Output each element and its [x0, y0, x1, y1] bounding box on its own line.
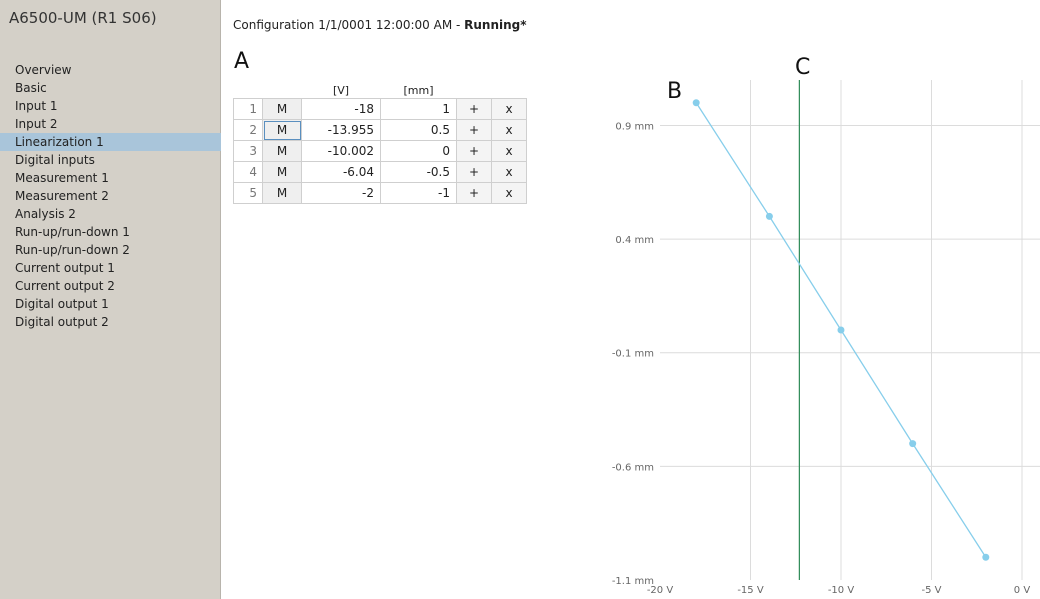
y-tick-label: -1.1 mm [612, 576, 654, 587]
sidebar-item-overview[interactable]: Overview [15, 63, 72, 77]
row-index: 5 [233, 182, 263, 204]
measure-button[interactable]: M [262, 161, 302, 183]
add-header [457, 82, 492, 99]
table-row: 2 M -13.955 0.5 + x [233, 119, 527, 141]
device-title: A6500-UM (R1 S06) [9, 9, 157, 27]
y-tick-label: 0.9 mm [615, 121, 654, 132]
add-row-button[interactable]: + [456, 98, 492, 120]
sidebar-item-digital-output-1[interactable]: Digital output 1 [15, 297, 109, 311]
sidebar-item-digital-output-2[interactable]: Digital output 2 [15, 315, 109, 329]
x-tick-label: -15 V [737, 585, 764, 596]
delete-row-button[interactable]: x [491, 119, 527, 141]
linearization-table: [V] [mm] 1 M -18 1 + x 2 M -13.955 0.5 + x 3 M -10.002… [233, 82, 527, 204]
row-index: 1 [233, 98, 263, 120]
add-row-button[interactable]: + [456, 161, 492, 183]
table-row: 4 M -6.04 -0.5 + x [233, 161, 527, 183]
mm-input[interactable]: -0.5 [380, 161, 457, 183]
table-row: 3 M -10.002 0 + x [233, 140, 527, 162]
sidebar-item-measurement-2[interactable]: Measurement 2 [15, 189, 109, 203]
data-point [837, 326, 845, 334]
sidebar-item-measurement-1[interactable]: Measurement 1 [15, 171, 109, 185]
mm-input[interactable]: 0 [380, 140, 457, 162]
sidebar-item-basic[interactable]: Basic [15, 81, 47, 95]
delete-header [492, 82, 527, 99]
sidebar-item-digital-inputs[interactable]: Digital inputs [15, 153, 95, 167]
sidebar-item-run-up-run-down-2[interactable]: Run-up/run-down 2 [15, 243, 130, 257]
volts-input[interactable]: -18 [301, 98, 381, 120]
sidebar-item-analysis-2[interactable]: Analysis 2 [15, 207, 76, 221]
x-tick-label: 0 V [1014, 585, 1031, 596]
marker-c: C [795, 55, 811, 80]
delete-row-button[interactable]: x [491, 161, 527, 183]
table-row: 5 M -2 -1 + x [233, 182, 527, 204]
delete-row-button[interactable]: x [491, 182, 527, 204]
running-status: Running* [464, 18, 527, 32]
add-row-button[interactable]: + [456, 119, 492, 141]
sidebar-item-current-output-2[interactable]: Current output 2 [15, 279, 115, 293]
sidebar-nav: Overview Basic Input 1 Input 2 Linearization… [0, 61, 221, 331]
sidebar-item-current-output-1[interactable]: Current output 1 [15, 261, 115, 275]
x-tick-label: -20 V [647, 585, 674, 596]
y-tick-label: 0.4 mm [615, 235, 654, 246]
sidebar-item-input-2[interactable]: Input 2 [15, 117, 58, 131]
volts-input[interactable]: -10.002 [301, 140, 381, 162]
configuration-text: Configuration 1/1/0001 12:00:00 AM - [233, 18, 465, 32]
volts-input[interactable]: -13.955 [301, 119, 381, 141]
row-index: 4 [233, 161, 263, 183]
measure-button[interactable]: M [262, 98, 302, 120]
sidebar-item-input-1[interactable]: Input 1 [15, 99, 58, 113]
mm-header: [mm] [403, 83, 434, 97]
measure-button[interactable]: M [262, 140, 302, 162]
mm-input[interactable]: 1 [380, 98, 457, 120]
x-tick-label: -5 V [922, 585, 942, 596]
marker-b: B [667, 79, 683, 104]
y-tick-label: -0.1 mm [612, 349, 654, 360]
measure-button[interactable]: M [262, 182, 302, 204]
volts-header: [V] [332, 83, 350, 97]
mm-input[interactable]: -1 [380, 182, 457, 204]
table-row: 1 M -18 1 + x [233, 98, 527, 120]
volts-input[interactable]: -2 [301, 182, 381, 204]
x-tick-label: -10 V [828, 585, 855, 596]
linearization-chart: -20 V -15 V -10 V -5 V 0 V 0.9 mm 0.4 mm -0.1 m… [612, 80, 1040, 596]
row-index: 3 [233, 140, 263, 162]
sidebar-item-linearization-1[interactable]: Linearization 1 [0, 133, 221, 151]
data-point [765, 212, 773, 220]
volts-input[interactable]: -6.04 [301, 161, 381, 183]
marker-a: A [234, 49, 250, 74]
measure-header [263, 82, 302, 99]
configuration-header: Configuration 1/1/0001 12:00:00 AM - Run… [233, 18, 527, 32]
data-point [982, 553, 990, 561]
sidebar: A6500-UM (R1 S06) Overview Basic Input 1 In… [0, 0, 221, 599]
delete-row-button[interactable]: x [491, 98, 527, 120]
table-header-row: [V] [mm] [234, 82, 527, 99]
delete-row-button[interactable]: x [491, 140, 527, 162]
add-row-button[interactable]: + [456, 140, 492, 162]
add-row-button[interactable]: + [456, 182, 492, 204]
data-point [909, 440, 917, 448]
y-tick-label: -0.6 mm [612, 462, 654, 473]
row-index: 2 [233, 119, 263, 141]
measure-button[interactable]: M [262, 119, 302, 141]
data-point [692, 99, 700, 107]
sidebar-item-run-up-run-down-1[interactable]: Run-up/run-down 1 [15, 225, 130, 239]
index-header [234, 82, 263, 99]
mm-input[interactable]: 0.5 [380, 119, 457, 141]
